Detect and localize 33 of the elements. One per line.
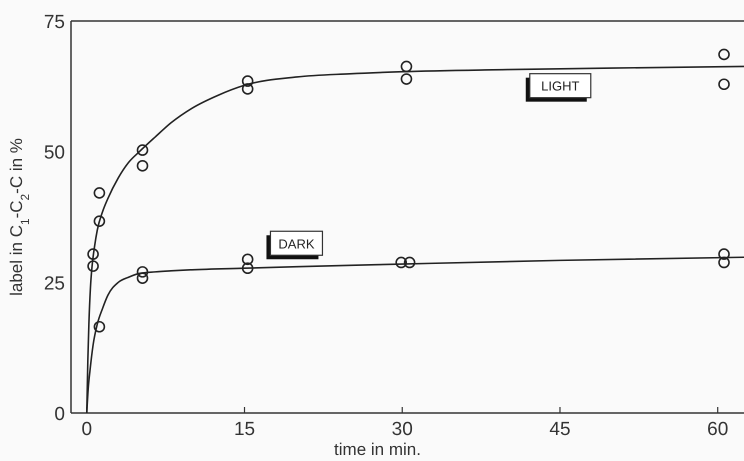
point xyxy=(87,260,99,272)
y-tick-label: 50 xyxy=(44,142,65,164)
x-tick-label: 15 xyxy=(234,419,256,440)
point xyxy=(400,60,412,72)
point xyxy=(718,48,730,60)
point xyxy=(718,256,730,268)
point xyxy=(87,248,99,260)
series-label: DARK xyxy=(278,236,315,252)
y-tick-label: 25 xyxy=(44,273,65,294)
point xyxy=(718,248,730,260)
y-tick-label: 0 xyxy=(54,404,65,425)
point xyxy=(242,262,254,274)
y-tick-label: 75 xyxy=(44,12,65,33)
point xyxy=(136,266,148,278)
point xyxy=(242,254,254,266)
point xyxy=(136,160,148,172)
point xyxy=(404,256,416,268)
point xyxy=(94,187,106,199)
x-tick-label: 0 xyxy=(81,419,92,440)
point xyxy=(136,272,148,284)
point xyxy=(242,75,254,87)
x-axis-title: time in min. xyxy=(334,440,421,459)
series-label: LIGHT xyxy=(541,78,580,94)
x-tick-label: 45 xyxy=(549,419,571,440)
point xyxy=(718,78,730,90)
point xyxy=(242,83,254,95)
point xyxy=(94,320,106,333)
point xyxy=(395,256,407,268)
x-tick-label: 60 xyxy=(707,419,728,440)
point xyxy=(400,73,412,85)
point xyxy=(94,215,106,227)
point xyxy=(136,144,148,156)
x-tick-label: 30 xyxy=(392,419,413,440)
